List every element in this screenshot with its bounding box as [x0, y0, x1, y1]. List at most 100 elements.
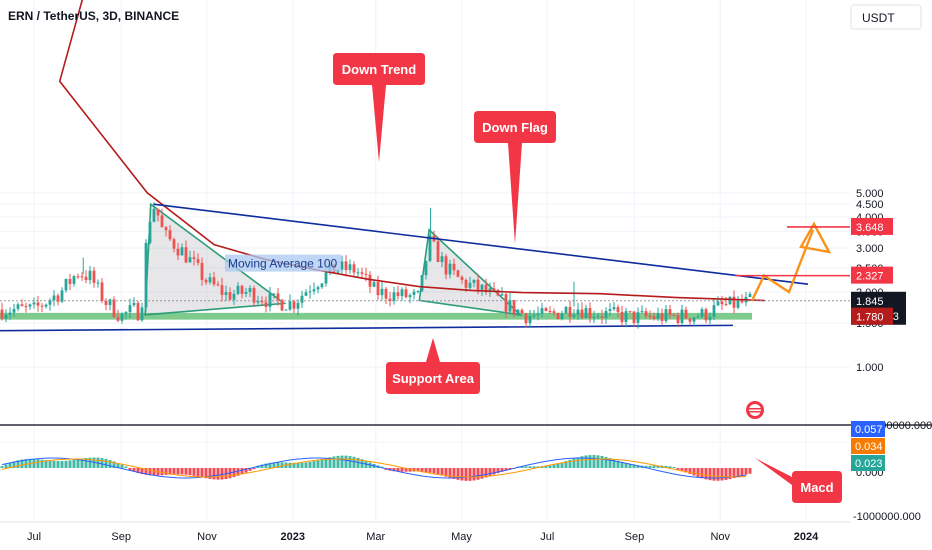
- macd-histogram-bar: [240, 468, 244, 475]
- price-tick: 5.000: [856, 188, 884, 200]
- candle-body: [452, 263, 456, 271]
- candle-body: [428, 235, 432, 261]
- candle-body: [384, 288, 388, 299]
- macd-histogram-bar: [40, 459, 44, 468]
- macd-histogram-bar: [628, 464, 632, 468]
- candle-body: [580, 309, 584, 319]
- macd-histogram-bar: [636, 465, 640, 468]
- candle-body: [584, 308, 588, 319]
- candle-body: [592, 317, 596, 319]
- macd-histogram-bar: [8, 462, 12, 468]
- macd-histogram-bar: [12, 461, 16, 468]
- candle-body: [696, 316, 700, 318]
- candle-body: [24, 306, 28, 308]
- candle-body: [136, 302, 140, 321]
- macd-histogram-bar: [568, 459, 572, 468]
- candle-body: [548, 310, 552, 312]
- currency-button[interactable]: USDT: [850, 4, 922, 30]
- candle-body: [96, 282, 100, 284]
- time-tick: Mar: [366, 531, 385, 543]
- candle-body: [664, 309, 668, 322]
- macd-value-2: 0.034: [855, 441, 883, 453]
- price-tick: 3.000: [856, 243, 884, 255]
- time-tick: Nov: [710, 531, 730, 543]
- macd-histogram-bar: [656, 465, 660, 468]
- candle-body: [620, 311, 624, 323]
- candle-body: [56, 295, 60, 302]
- candle-body: [140, 307, 144, 321]
- macd-histogram-bar: [416, 468, 420, 472]
- macd-histogram-bar: [48, 460, 52, 468]
- price-tick: 1.000: [856, 362, 884, 374]
- time-tick: Jul: [540, 531, 554, 543]
- candle-body: [632, 311, 636, 323]
- candle-body: [680, 309, 684, 323]
- macd-histogram-bar: [404, 468, 408, 472]
- macd-histogram-bar: [468, 468, 472, 481]
- macd-histogram-bar: [608, 458, 612, 468]
- macd-histogram-bar: [264, 463, 268, 468]
- candle-body: [8, 312, 12, 315]
- macd-histogram-bar: [56, 461, 60, 468]
- macd-histogram-bar: [504, 468, 508, 471]
- macd-histogram-bar: [472, 468, 476, 481]
- macd-histogram-bar: [528, 466, 532, 468]
- candle-body: [268, 293, 272, 307]
- time-tick: May: [451, 531, 472, 543]
- candle-body: [172, 239, 176, 249]
- macd-histogram-bar: [520, 466, 524, 468]
- candle-body: [160, 215, 164, 228]
- macd-histogram-bar: [132, 468, 136, 472]
- macd-histogram-bar: [704, 468, 708, 480]
- candle-body: [252, 288, 256, 303]
- callout-macd-text: Macd: [800, 480, 833, 495]
- macd-histogram-bar: [248, 468, 252, 471]
- macd-histogram-bar: [488, 468, 492, 477]
- tradingview-flag-icon[interactable]: [746, 401, 764, 419]
- candle-body: [564, 306, 568, 314]
- candle-body: [300, 295, 304, 303]
- candle-body: [716, 301, 720, 306]
- candle-body: [156, 208, 160, 216]
- candle-body: [644, 311, 648, 317]
- macd-histogram-bar: [460, 468, 464, 481]
- candle-body: [604, 311, 608, 318]
- candle-body: [720, 301, 724, 305]
- macd-histogram-bar: [688, 468, 692, 474]
- price-label-breakout-bg: [851, 266, 893, 284]
- candle-body: [216, 284, 220, 286]
- candle-body: [624, 311, 628, 323]
- price-label-target: 3.648: [856, 222, 884, 234]
- candle-body: [260, 301, 264, 303]
- time-tick: Jul: [27, 531, 41, 543]
- candle-body: [36, 302, 40, 306]
- macd-histogram-bar: [336, 455, 340, 468]
- support-line: [0, 324, 734, 332]
- candle-body: [64, 278, 68, 291]
- candle-body: [72, 276, 76, 284]
- macd-histogram-bar: [456, 468, 460, 480]
- candle-body: [488, 288, 492, 293]
- candle-body: [472, 279, 476, 283]
- candle-body: [192, 257, 196, 260]
- candle-body: [168, 230, 172, 240]
- macd-histogram-bar: [300, 462, 304, 468]
- candle-body: [204, 279, 208, 283]
- macd-histogram-bar: [408, 468, 412, 472]
- symbol-title[interactable]: ERN / TetherUS, 3D, BINANCE: [8, 9, 179, 23]
- candle-body: [128, 305, 132, 313]
- macd-histogram-bar: [24, 459, 28, 468]
- candle-body: [360, 272, 364, 274]
- macd-histogram-bar: [192, 468, 196, 476]
- candle-body: [704, 309, 708, 321]
- callout-support-area: Support Area: [386, 338, 480, 394]
- candle-body: [220, 285, 224, 295]
- candle-body: [672, 314, 676, 316]
- candle-body: [148, 221, 152, 243]
- candle-body: [40, 305, 44, 307]
- time-tick: Nov: [197, 531, 217, 543]
- macd-histogram-bar: [712, 468, 716, 481]
- macd-axis: 1000000.0000.000-1000000.0000.0570.0340.…: [851, 420, 932, 523]
- macd-histogram-bar: [84, 458, 88, 468]
